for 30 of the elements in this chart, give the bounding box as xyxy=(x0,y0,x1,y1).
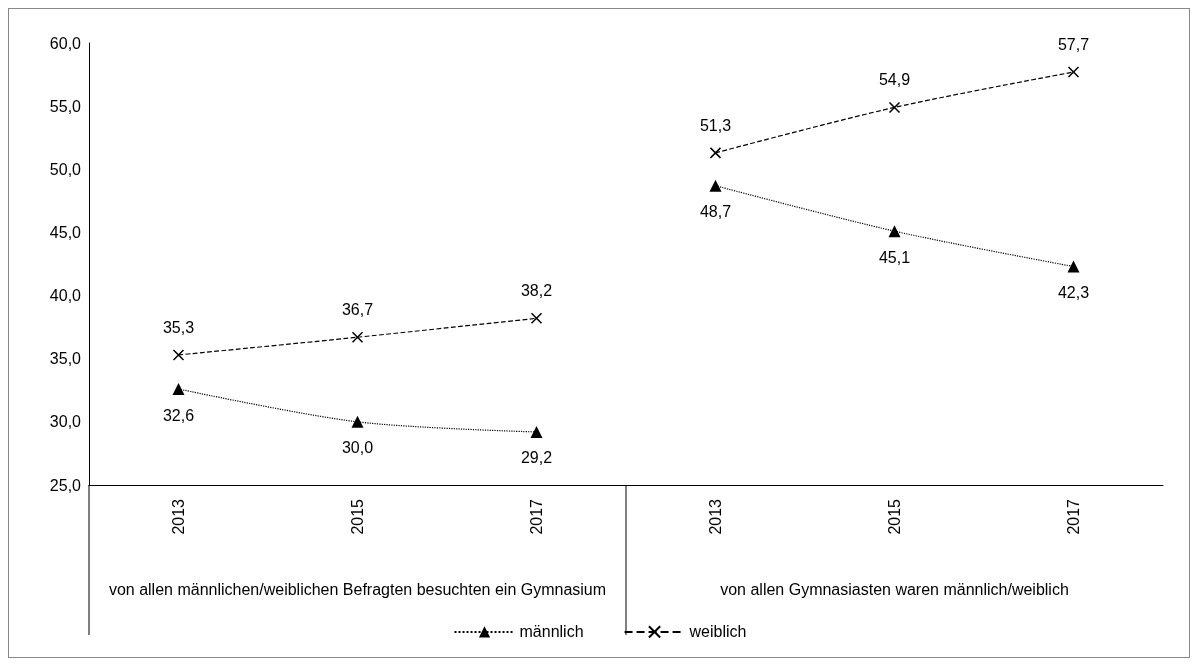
data-label: 38,2 xyxy=(520,282,553,300)
data-label: 35,3 xyxy=(162,318,195,336)
data-label: 45,1 xyxy=(878,248,911,266)
y-tick-label: 55,0 xyxy=(49,97,82,115)
legend-label: männlich xyxy=(519,623,584,641)
x-tick-label: 2013 xyxy=(170,498,187,535)
y-tick-label: 60,0 xyxy=(49,34,82,52)
x-tick-label: 2013 xyxy=(707,498,724,535)
x-tick-label: 2015 xyxy=(886,498,903,535)
data-label: 30,0 xyxy=(341,439,374,457)
y-tick-label: 30,0 xyxy=(49,413,82,431)
data-label: 29,2 xyxy=(520,449,553,467)
data-label: 57,7 xyxy=(1057,36,1090,54)
text: von allen männlichen/weiblichen Befragten besuchten ein Gymnasium xyxy=(108,580,607,598)
x-tick-label: 2017 xyxy=(528,498,545,535)
text: von allen Gymnasiasten waren männlich/weiblich xyxy=(720,580,1069,598)
y-tick-label: 40,0 xyxy=(49,287,82,305)
data-label: 32,6 xyxy=(162,406,195,424)
y-tick-label: 35,0 xyxy=(49,350,82,368)
data-label: 42,3 xyxy=(1057,284,1090,302)
y-tick-label: 50,0 xyxy=(49,160,82,178)
x-tick-label: 2017 xyxy=(1065,498,1082,535)
x-tick-label: 2015 xyxy=(349,498,366,535)
y-tick-label: 25,0 xyxy=(49,476,82,494)
y-tick-label: 45,0 xyxy=(49,223,82,241)
legend-label: weiblich xyxy=(688,623,747,641)
data-label: 36,7 xyxy=(341,301,374,319)
data-label: 48,7 xyxy=(699,203,732,221)
data-label: 54,9 xyxy=(878,71,911,89)
data-label: 51,3 xyxy=(699,116,732,134)
